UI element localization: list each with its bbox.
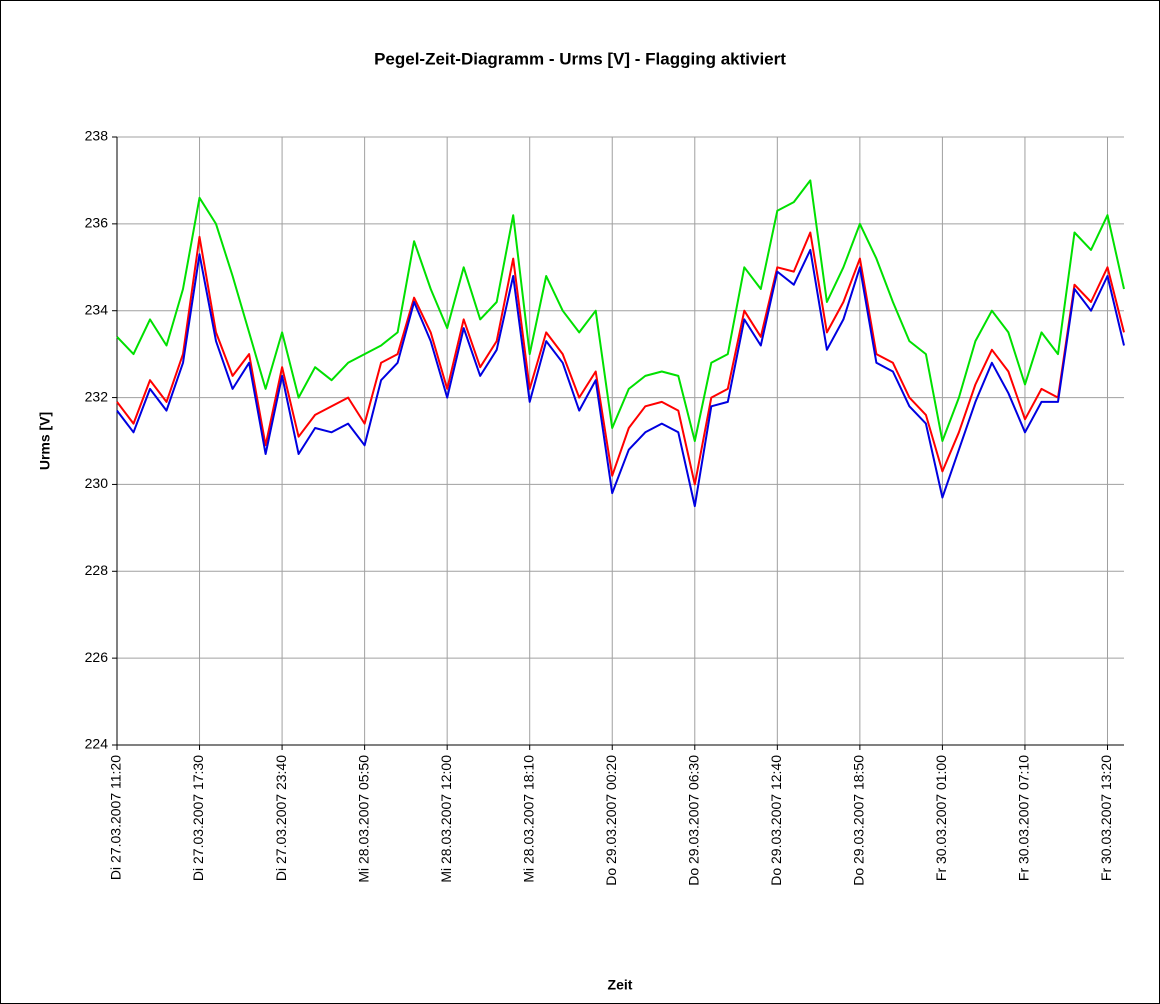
x-tick-label: Di 27.03.2007 23:40 — [273, 755, 289, 881]
x-tick-label: Fr 30.03.2007 13:20 — [1098, 755, 1114, 881]
x-axis-title: Zeit — [608, 977, 633, 993]
y-tick-label: 226 — [85, 649, 109, 665]
y-tick-label: 224 — [85, 736, 109, 752]
x-tick-label: Fr 30.03.2007 01:00 — [933, 755, 949, 881]
x-tick-label: Di 27.03.2007 17:30 — [190, 755, 206, 881]
y-tick-label: 234 — [85, 301, 109, 317]
data-line — [116, 231, 1125, 486]
x-tick-label: Mi 28.03.2007 18:10 — [520, 755, 536, 883]
y-tick-label: 230 — [85, 475, 109, 491]
x-tick-label: Mi 28.03.2007 05:50 — [355, 755, 371, 883]
y-tick-label: 236 — [85, 215, 109, 231]
y-tick-label: 232 — [85, 388, 109, 404]
x-tick-label: Do 29.03.2007 18:50 — [851, 755, 867, 886]
x-tick-label: Do 29.03.2007 06:30 — [685, 755, 701, 886]
x-tick-label: Mi 28.03.2007 12:00 — [438, 755, 454, 883]
x-tick-label: Di 27.03.2007 11:20 — [108, 755, 124, 880]
y-axis-title: Urms [V] — [37, 412, 53, 470]
x-tick-label: Do 29.03.2007 12:40 — [768, 755, 784, 886]
data-line — [116, 179, 1125, 442]
y-tick-label: 228 — [85, 562, 109, 578]
data-line — [116, 248, 1125, 508]
y-tick-label: 238 — [85, 128, 109, 144]
x-tick-label: Do 29.03.2007 00:20 — [603, 755, 619, 886]
x-tick-label: Fr 30.03.2007 07:10 — [1016, 755, 1032, 881]
chart-title: Pegel-Zeit-Diagramm - Urms [V] - Flaggin… — [374, 49, 786, 68]
